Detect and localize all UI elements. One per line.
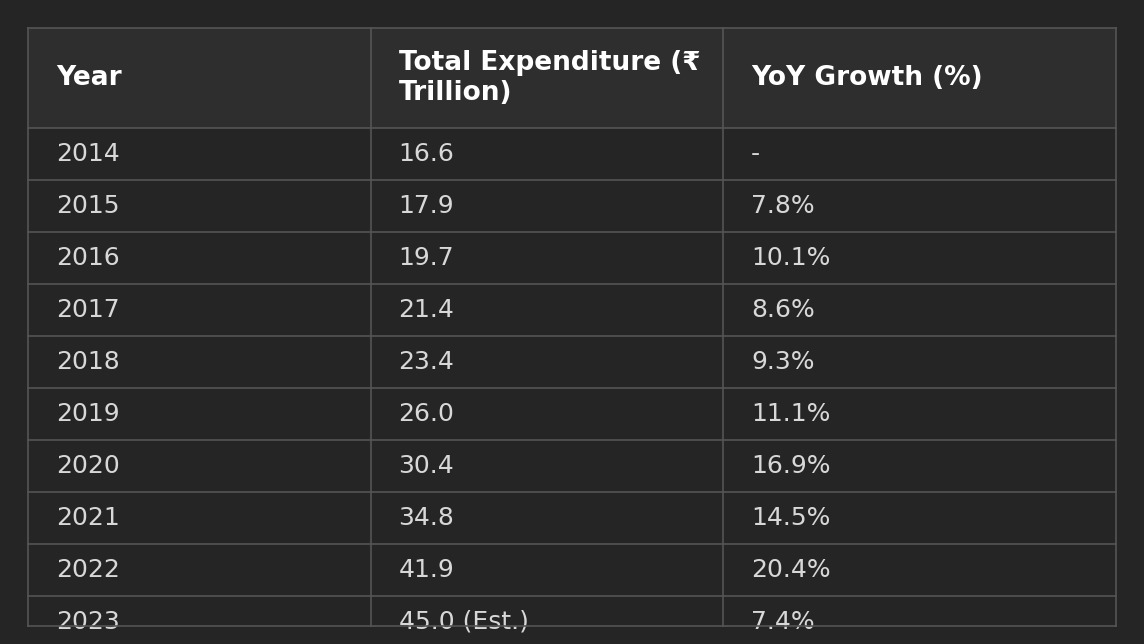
Bar: [723, 388, 1117, 440]
Text: 2015: 2015: [56, 194, 119, 218]
Text: 17.9: 17.9: [398, 194, 454, 218]
Bar: [371, 492, 723, 544]
Text: 2019: 2019: [56, 402, 120, 426]
Text: 8.6%: 8.6%: [752, 298, 815, 322]
Text: 16.9%: 16.9%: [752, 454, 831, 478]
Text: 9.3%: 9.3%: [752, 350, 815, 374]
Text: 20.4%: 20.4%: [752, 558, 831, 582]
Bar: [27, 440, 371, 492]
Bar: [27, 180, 371, 232]
Bar: [27, 544, 371, 596]
Text: 16.6: 16.6: [398, 142, 454, 166]
Bar: [27, 232, 371, 284]
Bar: [371, 544, 723, 596]
Bar: [371, 336, 723, 388]
Bar: [723, 128, 1117, 180]
Text: 2016: 2016: [56, 246, 120, 270]
Text: Year: Year: [56, 65, 121, 91]
Bar: [723, 284, 1117, 336]
Text: 21.4: 21.4: [398, 298, 454, 322]
Bar: [27, 284, 371, 336]
Bar: [27, 336, 371, 388]
Bar: [371, 440, 723, 492]
Bar: [27, 492, 371, 544]
Text: -: -: [752, 142, 761, 166]
Text: 2023: 2023: [56, 610, 120, 634]
Bar: [27, 388, 371, 440]
Bar: [723, 232, 1117, 284]
Bar: [371, 28, 723, 128]
Bar: [723, 492, 1117, 544]
Bar: [723, 336, 1117, 388]
Text: 45.0 (Est.): 45.0 (Est.): [398, 610, 529, 634]
Text: 2017: 2017: [56, 298, 120, 322]
Text: 14.5%: 14.5%: [752, 506, 831, 530]
Text: Total Expenditure (₹
Trillion): Total Expenditure (₹ Trillion): [398, 50, 700, 106]
Text: 30.4: 30.4: [398, 454, 454, 478]
Bar: [27, 28, 371, 128]
Text: 2021: 2021: [56, 506, 120, 530]
Text: 2020: 2020: [56, 454, 120, 478]
Text: 11.1%: 11.1%: [752, 402, 831, 426]
Bar: [723, 596, 1117, 644]
Bar: [371, 232, 723, 284]
Text: 26.0: 26.0: [398, 402, 454, 426]
Text: 2014: 2014: [56, 142, 120, 166]
Text: YoY Growth (%): YoY Growth (%): [752, 65, 983, 91]
Text: 7.8%: 7.8%: [752, 194, 815, 218]
Text: 2022: 2022: [56, 558, 120, 582]
Text: 10.1%: 10.1%: [752, 246, 831, 270]
Text: 34.8: 34.8: [398, 506, 454, 530]
Bar: [723, 440, 1117, 492]
Bar: [723, 544, 1117, 596]
Bar: [723, 180, 1117, 232]
Bar: [27, 596, 371, 644]
Text: 23.4: 23.4: [398, 350, 454, 374]
Bar: [371, 180, 723, 232]
Text: 7.4%: 7.4%: [752, 610, 815, 634]
Bar: [723, 28, 1117, 128]
Text: 41.9: 41.9: [398, 558, 454, 582]
Bar: [371, 284, 723, 336]
Text: 2018: 2018: [56, 350, 120, 374]
Bar: [371, 388, 723, 440]
Bar: [371, 596, 723, 644]
Bar: [27, 128, 371, 180]
Text: 19.7: 19.7: [398, 246, 454, 270]
Bar: [371, 128, 723, 180]
